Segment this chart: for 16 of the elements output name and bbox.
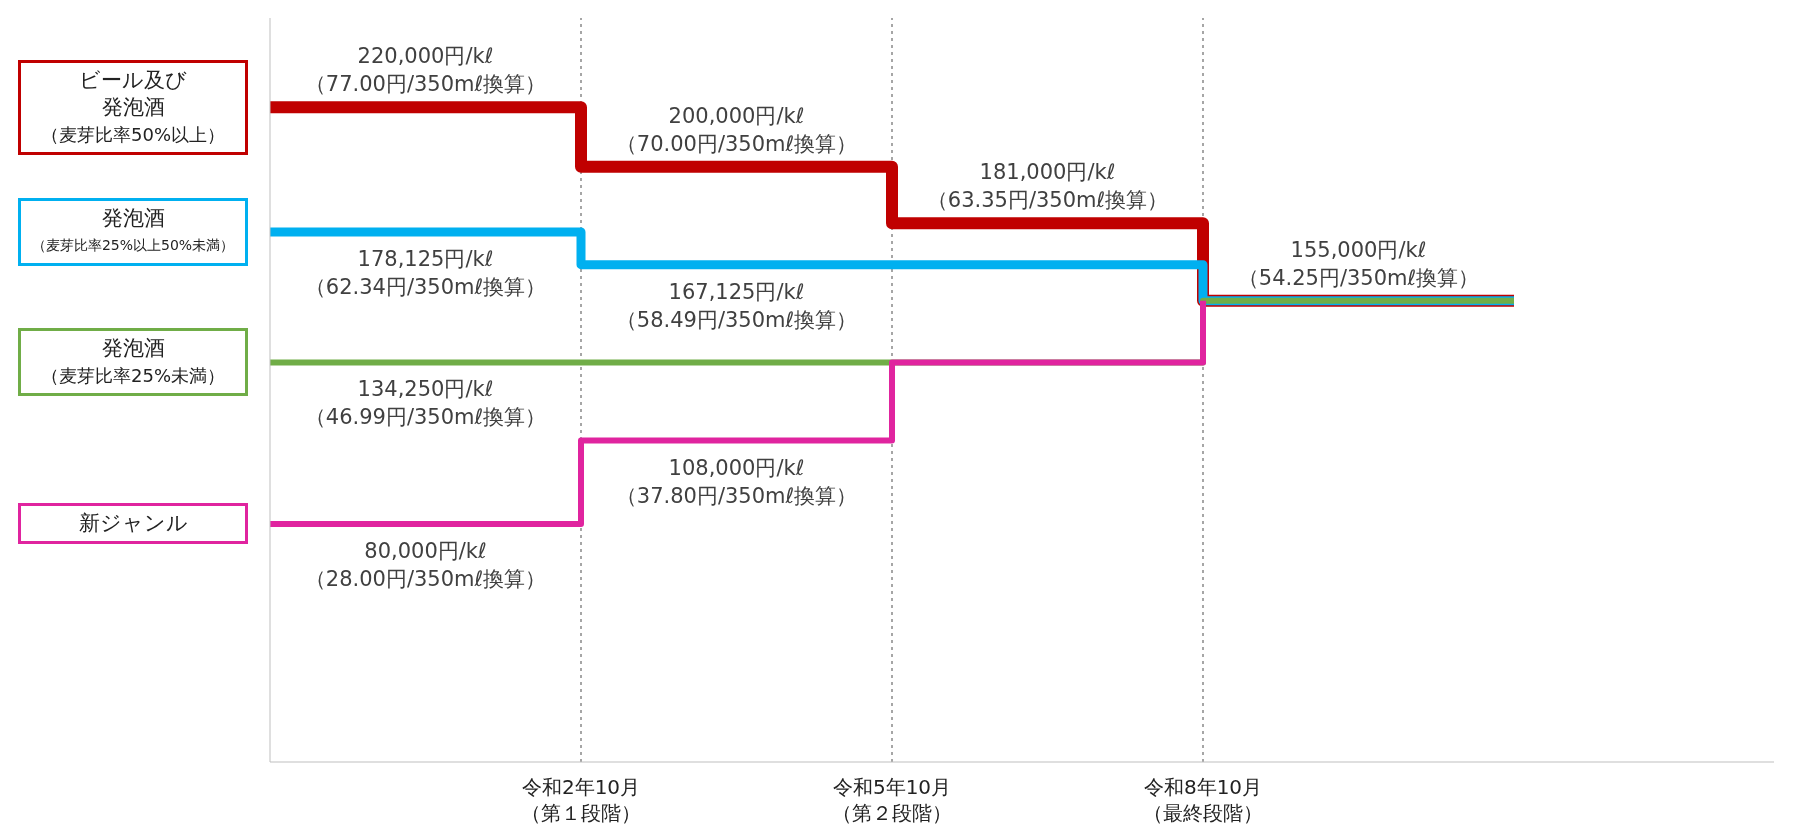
data-label: 108,000円/kℓ （37.80円/350mℓ換算） [615, 455, 858, 508]
text: ビール及び発泡酒（麦芽比率50%以上） [40, 66, 225, 147]
data-label: 134,250円/kℓ （46.99円/350mℓ換算） [304, 377, 547, 430]
text: 発泡酒（麦芽比率25%未満） [40, 335, 225, 389]
data-label: 80,000円/kℓ （28.00円/350mℓ換算） [304, 538, 547, 591]
data-label: 181,000円/kℓ （63.35円/350mℓ換算） [926, 160, 1169, 213]
data-label: 200,000円/kℓ （70.00円/350mℓ換算） [615, 103, 858, 156]
x-tick-label: 令和8年10月（最終段階） [1143, 775, 1263, 825]
data-label: 178,125円/kℓ （62.34円/350mℓ換算） [304, 246, 547, 299]
data-label: 220,000円/kℓ （77.00円/350mℓ換算） [304, 44, 547, 97]
text: 新ジャンル [78, 510, 188, 538]
data-label: 167,125円/kℓ （58.49円/350mℓ換算） [615, 279, 858, 332]
data-label: 155,000円/kℓ （54.25円/350mℓ換算） [1237, 237, 1480, 290]
series-label: 発泡酒（麦芽比率25%以上50%未満） [31, 204, 235, 255]
x-tick-label: 令和5年10月（第２段階） [832, 775, 952, 825]
x-tick-label: 令和2年10月（第１段階） [521, 775, 641, 825]
